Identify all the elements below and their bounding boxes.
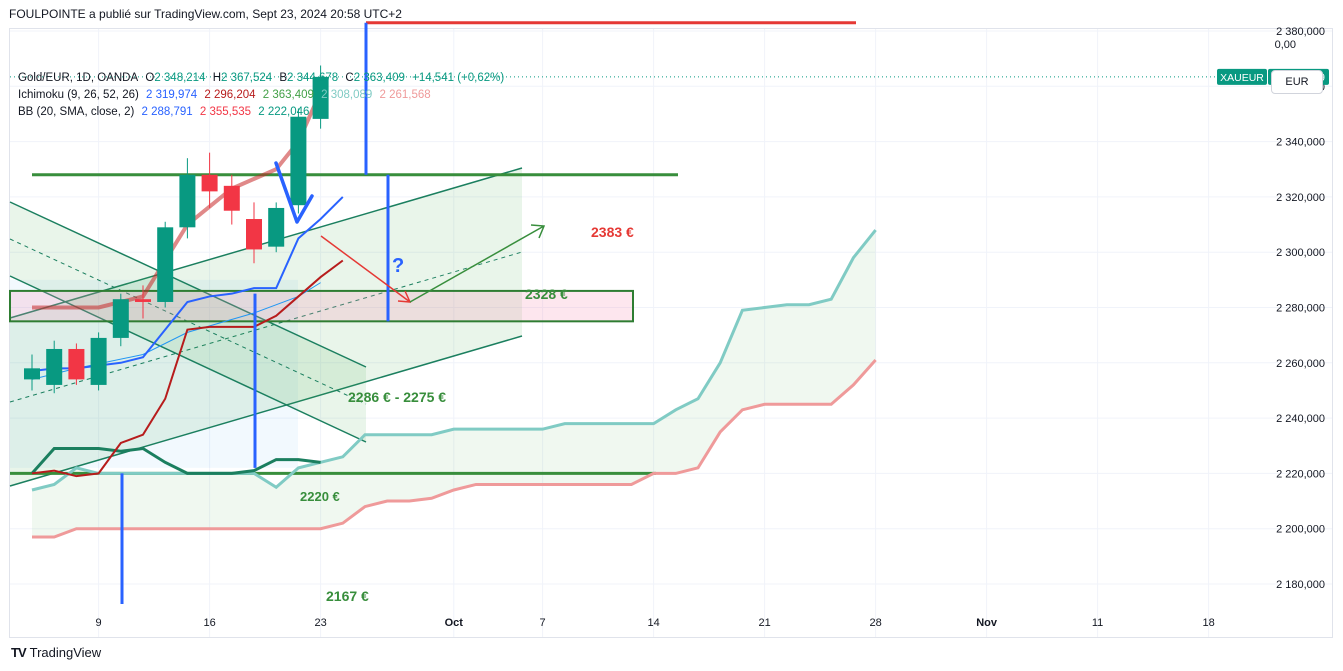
price-tick-label: 2 260,000 <box>1276 358 1325 370</box>
candles <box>10 65 1215 394</box>
price-tick-label: 2 340,000 <box>1276 137 1325 149</box>
price-tick-label: 2 300,000 <box>1276 247 1325 259</box>
descending-channel-bottom <box>9 275 367 443</box>
legend-ichimoku-lead-b: 2 261,568 <box>379 89 431 101</box>
legend-bb-basis: 2 288,791 <box>141 106 193 118</box>
ascending-channel-top <box>9 167 523 319</box>
chart-frame <box>9 28 1333 638</box>
legend-bb-lower: 2 222,046 <box>258 106 310 118</box>
legend-low-key: B <box>279 72 288 84</box>
ichimoku-cloud-fill <box>32 230 876 537</box>
time-tick-label: 18 <box>1202 617 1214 629</box>
annotations: ? 2383 € 2328 € 2286 € - 2275 € 2220 € 2167 € <box>120 22 634 604</box>
symbol-tag-label: XAUEUR <box>1220 72 1264 84</box>
red-scenario-arrow <box>320 235 411 303</box>
time-tick-label: 16 <box>203 617 215 629</box>
currency-button[interactable]: EUR <box>1271 70 1323 94</box>
candle-body <box>312 76 329 119</box>
ichimoku-kijun-line <box>31 259 344 478</box>
legend-ichimoku-lead-a: 2 308,089 <box>321 89 373 101</box>
time-tick-label: Oct <box>445 617 464 629</box>
question-mark-label: ? <box>392 255 404 277</box>
legend-change: +14,541 (+0,62%) <box>412 72 505 84</box>
candle-body <box>290 116 307 206</box>
price-tick-label: 2 320,000 <box>1276 192 1325 204</box>
legend-open: 2 348,214 <box>154 72 206 84</box>
legend-bb-upper: 2 355,535 <box>199 106 252 118</box>
legend-open-key: O <box>145 72 155 84</box>
ascending-channel-bottom <box>9 335 523 487</box>
legend-ichimoku[interactable]: Ichimoku (9, 26, 52, 26) <box>18 89 139 101</box>
time-axis: 9 16 23 Oct 7 14 21 28 Nov 11 18 <box>96 617 1215 629</box>
legend-low: 2 344,678 <box>287 72 339 84</box>
label-2328: 2328 € <box>525 286 568 302</box>
legend-ichimoku-row: Ichimoku (9, 26, 52, 26) 2 319,974 2 296… <box>18 89 435 101</box>
time-tick-label: Nov <box>976 617 998 629</box>
candle-body <box>46 348 63 385</box>
price-axis-top-label: 0,00 <box>1275 39 1296 51</box>
price-tick-label: 2 180,000 <box>1276 579 1325 591</box>
candle-body <box>246 219 262 250</box>
time-tick-label: 11 <box>1092 617 1103 629</box>
blue-pointer-arrow <box>274 161 314 224</box>
time-tick-label: 28 <box>869 617 881 629</box>
tradingview-logo-text: TradingView <box>29 645 102 660</box>
time-tick-label: 9 <box>96 617 102 629</box>
time-tick-label: 14 <box>647 617 659 629</box>
green-scenario-arrowhead <box>530 224 546 239</box>
label-zone: 2286 € - 2275 € <box>348 389 446 405</box>
legend-bb-row: BB (20, SMA, close, 2) 2 288,791 2 355,5… <box>18 106 313 118</box>
legend-high-key: H <box>212 72 221 84</box>
price-tick-label: 2 220,000 <box>1276 468 1325 480</box>
candle-body <box>24 368 40 380</box>
descending-channel-mid <box>9 238 367 405</box>
legend-ichimoku-lagging: 2 363,409 <box>262 89 314 101</box>
price-tick-label: 2 200,000 <box>1276 524 1325 536</box>
legend-ichimoku-kijun: 2 296,204 <box>204 89 256 101</box>
ichimoku-lead-b-line <box>32 359 877 539</box>
tradingview-logo-icon: TV <box>11 645 27 660</box>
price-tick-label: 2 240,000 <box>1276 413 1325 425</box>
legend-close: 2 363,409 <box>353 72 405 84</box>
time-tick-label: 7 <box>540 617 546 629</box>
candle-body <box>135 299 151 302</box>
candle-body <box>157 227 174 302</box>
tradingview-logo[interactable]: TV TradingView <box>11 645 101 660</box>
label-2383: 2383 € <box>591 224 634 240</box>
candle-body <box>268 207 285 247</box>
symbol-tag-bg <box>1217 68 1267 85</box>
descending-channel-top <box>9 201 367 368</box>
legend-bb[interactable]: BB (20, SMA, close, 2) <box>18 106 135 118</box>
price-tick-label: 2 280,000 <box>1276 303 1325 315</box>
label-2220: 2220 € <box>300 489 340 504</box>
published-line: FOULPOINTE a publié sur TradingView.com,… <box>9 7 402 21</box>
candle-body <box>179 174 196 228</box>
ichimoku-lead-a-line <box>31 229 877 492</box>
candle-body <box>68 348 85 380</box>
label-2167: 2167 € <box>326 588 369 604</box>
legend-close-key: C <box>345 72 354 84</box>
legend-ichimoku-tenkan: 2 319,974 <box>146 89 198 101</box>
time-tick-label: 21 <box>758 617 770 629</box>
candle-body <box>223 185 240 211</box>
candle-body <box>90 337 107 385</box>
price-tick-label: 2 380,000 <box>1276 26 1325 38</box>
candle-body <box>112 299 129 338</box>
drawing-layer <box>9 21 856 487</box>
ichimoku-lagging-line <box>30 446 321 475</box>
legend-symbol-row: Gold/EUR, 1D, OANDA O2 348,214 H2 367,52… <box>18 72 508 84</box>
candle-body <box>201 174 218 192</box>
green-scenario-arrow <box>409 225 545 303</box>
time-tick-label: 23 <box>314 617 326 629</box>
legend-high: 2 367,524 <box>221 72 273 84</box>
legend-symbol[interactable]: Gold/EUR, 1D, OANDA <box>18 72 139 84</box>
